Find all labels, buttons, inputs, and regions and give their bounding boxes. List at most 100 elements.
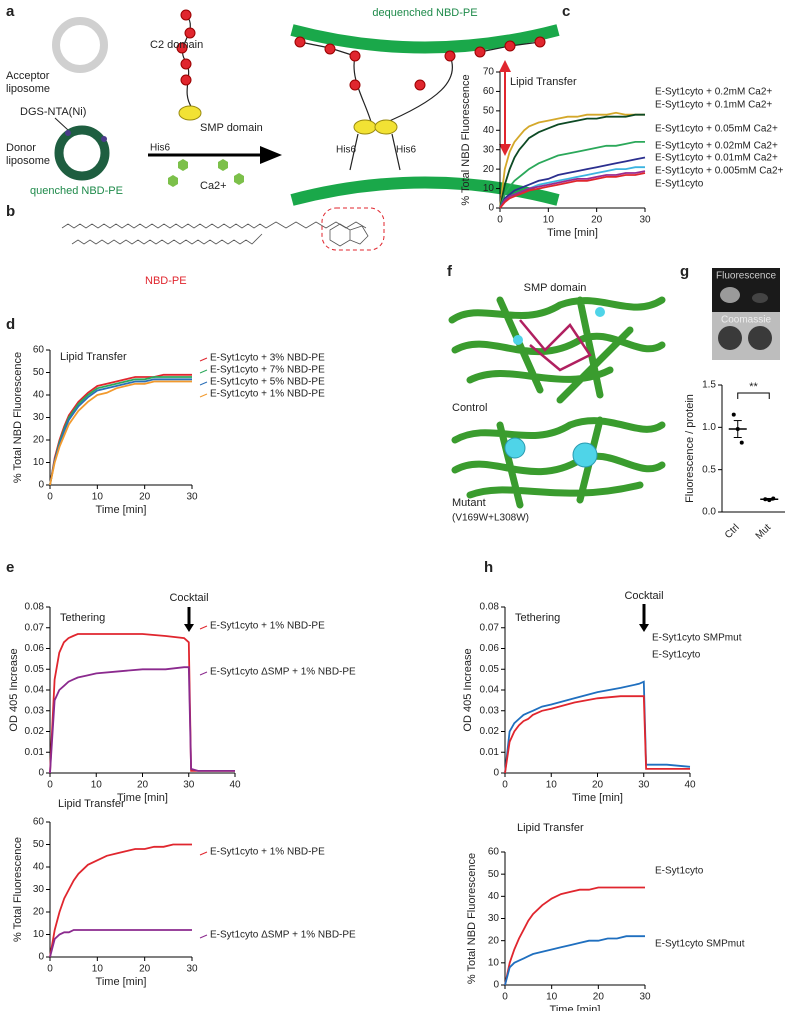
series-line (499, 111, 645, 209)
x-tick-label: 0 (47, 780, 53, 791)
structure-title: SMP domain (524, 282, 587, 294)
legend-tick (199, 671, 208, 676)
y-tick-label: 0.08 (25, 602, 45, 613)
y-tick-label: 20 (488, 935, 500, 946)
y-tick-label: 0.04 (25, 685, 45, 696)
y-tick-label: 70 (483, 67, 495, 78)
legend-label: E-Syt1cyto + 1% NBD-PE (210, 847, 325, 858)
smp-domain (374, 119, 398, 135)
y-tick-label: 0.07 (25, 622, 45, 633)
c2-domain (474, 46, 486, 58)
x-tick-label: 0 (47, 492, 53, 503)
x-tick-label: 20 (591, 215, 603, 226)
donor-label: Donor (6, 142, 36, 154)
y-tick-label: 40 (33, 862, 45, 873)
series-line (499, 113, 645, 209)
x-tick-label: Mut (754, 522, 774, 542)
x-tick-label: 40 (229, 780, 241, 791)
y-tick-label: 0 (38, 480, 44, 491)
y-tick-label: 60 (33, 345, 45, 356)
series-line (499, 170, 646, 209)
panel-letter: e (6, 559, 14, 576)
y-axis-label: % Total Fluorescence (12, 837, 24, 942)
legend-label: E-Syt1cyto + 0.1mM Ca2+ (655, 100, 772, 111)
series-line (504, 695, 690, 774)
mutant-residue (572, 442, 598, 468)
x-tick-label: 30 (638, 780, 650, 791)
legend-label: E-Syt1cyto ΔSMP + 1% NBD-PE (210, 667, 356, 678)
x-axis-label: Time [min] (117, 792, 168, 804)
x-tick-label: 20 (137, 780, 149, 791)
series-line (49, 380, 192, 486)
c2-label: C2 domain (150, 39, 203, 51)
x-tick-label: 10 (92, 964, 104, 975)
dgs-label: DGS-NTA(Ni) (20, 106, 86, 118)
series-line (504, 680, 691, 774)
calcium (178, 159, 188, 171)
x-tick-label: 10 (546, 992, 558, 1003)
y-tick-label: 20 (483, 164, 495, 175)
x-tick-label: 0 (502, 780, 508, 791)
legend-label: E-Syt1cyto + 0.2mM Ca2+ (655, 87, 772, 98)
series-line (499, 141, 645, 209)
residue (595, 307, 605, 317)
x-axis-label: Time [min] (572, 792, 623, 804)
annotation: Cocktail (624, 590, 663, 602)
panel-letter: c (562, 3, 570, 20)
y-tick-label: 10 (488, 957, 500, 968)
y-tick-label: 60 (488, 847, 500, 858)
y-tick-label: 0 (488, 203, 494, 214)
band (752, 293, 768, 303)
nbd-highlight (321, 207, 385, 251)
donor-liposome (54, 125, 110, 181)
molecule-label: NBD-PE (145, 275, 187, 287)
control-label: Control (452, 402, 487, 414)
x-tick-label: 30 (183, 780, 195, 791)
y-tick-label: 50 (33, 839, 45, 850)
x-axis-label: Time [min] (550, 1004, 601, 1011)
y-tick-label: 30 (483, 144, 495, 155)
c2-domain (180, 9, 192, 21)
y-tick-label: 50 (488, 869, 500, 880)
legend-tick (199, 393, 208, 398)
ca-label: Ca2+ (200, 180, 227, 192)
c2-domain (504, 40, 516, 52)
membrane (290, 24, 560, 54)
arrow-head (499, 144, 511, 156)
x-tick-label: 0 (497, 215, 503, 226)
series-line (499, 172, 646, 209)
annotation: Cocktail (169, 592, 208, 604)
dequenched-label: dequenched NBD-PE (372, 7, 477, 19)
c2-domain (444, 50, 456, 62)
legend-label: E-Syt1cyto + 3% NBD-PE (210, 353, 325, 364)
legend-label: E-Syt1cyto + 0.02mM Ca2+ (655, 141, 778, 152)
x-tick-label: 0 (47, 964, 53, 975)
y-tick-label: 20 (33, 435, 45, 446)
x-tick-label: 10 (543, 215, 555, 226)
annotation: ** (749, 381, 758, 393)
c2-domain (414, 79, 426, 91)
legend-tick (199, 934, 208, 939)
y-tick-label: 60 (483, 86, 495, 97)
x-tick-label: 30 (186, 492, 198, 503)
nta-lipid (65, 130, 71, 136)
protein-ribbon (451, 416, 666, 509)
series-line (49, 376, 192, 486)
lipid-ligand (519, 319, 592, 372)
legend-label: E-Syt1cyto + 5% NBD-PE (210, 377, 325, 388)
y-axis-label: % Total NBD Fluorescence (12, 352, 24, 483)
calcium (218, 159, 228, 171)
band (748, 326, 772, 350)
y-tick-label: 30 (488, 913, 500, 924)
y-tick-label: 20 (33, 907, 45, 918)
donor-label: liposome (6, 155, 50, 167)
panel-letter: g (680, 263, 689, 280)
panel-letter: f (447, 263, 453, 280)
x-tick-label: 20 (139, 964, 151, 975)
legend-label: E-Syt1cyto (655, 866, 704, 877)
lipid-structure (61, 221, 367, 245)
y-tick-label: 10 (33, 457, 45, 468)
y-tick-label: 0.0 (702, 507, 716, 518)
y-tick-label: 0.06 (25, 643, 45, 654)
